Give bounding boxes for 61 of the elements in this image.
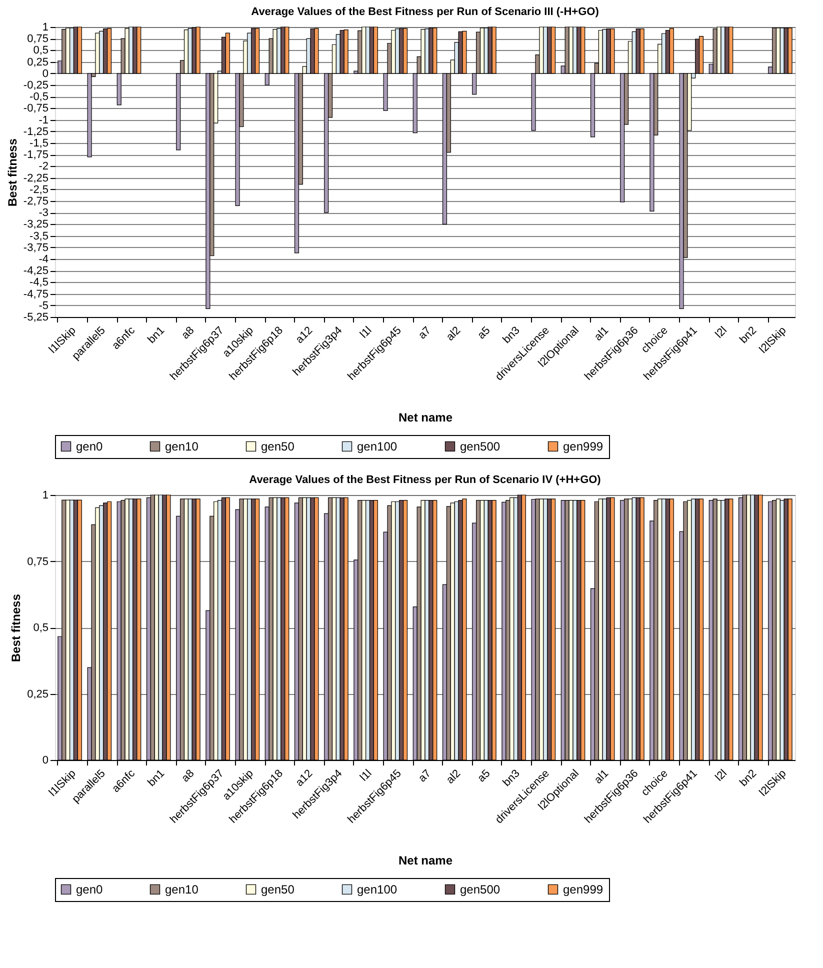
x-tick-label: al2 [444, 768, 464, 786]
x-tick-label: a5 [476, 768, 493, 785]
y-tick-label: -4,25 [23, 265, 48, 278]
x-axis-title: Net name [398, 410, 453, 424]
legend-label: gen0 [76, 439, 104, 454]
legend-label: gen100 [357, 439, 398, 454]
y-tick-label: 0,5 [33, 44, 48, 57]
legend-label: gen999 [563, 882, 604, 896]
legend-label: gen10 [165, 882, 199, 896]
legend-label: gen0 [76, 882, 104, 896]
y-tick-label: 0,75 [27, 556, 48, 568]
y-tick-label: -3 [38, 207, 48, 220]
legend-label: gen50 [261, 439, 295, 454]
x-tick-label: a7 [416, 768, 434, 785]
y-tick-label: 0,25 [27, 56, 48, 68]
y-tick-label: -5,25 [23, 312, 48, 324]
y-tick-label: 1 [42, 22, 48, 34]
x-tick-label: l2l [713, 324, 730, 341]
y-tick-label: -4,75 [23, 288, 48, 300]
x-tick-label: l2l [713, 768, 730, 784]
y-tick-label: -0,25 [23, 80, 48, 92]
y-tick-label: -0,5 [30, 91, 48, 104]
legend-label: gen10 [165, 439, 199, 454]
y-tick-label: -3,5 [30, 230, 48, 242]
y-tick-label: -2,25 [23, 172, 48, 184]
chart-title: Average Values of the Best Fitness per Run of Scenario III (-H+GO) [251, 6, 600, 18]
y-tick-label: -5 [38, 300, 48, 312]
y-tick-label: -1,5 [30, 138, 48, 150]
x-axis-title: Net name [398, 854, 453, 868]
x-tick-label: a5 [476, 324, 493, 342]
x-tick-label: al2 [444, 324, 464, 344]
x-tick-label: bn1 [146, 768, 168, 789]
y-axis-title: Best fitness [9, 594, 24, 662]
y-tick-label: -0,75 [23, 102, 48, 115]
legend-label: gen50 [261, 882, 295, 896]
y-tick-label: 0 [42, 68, 48, 80]
x-tick-label: bn2 [738, 768, 760, 789]
y-tick-label: -2 [38, 160, 48, 173]
y-tick-label: -1 [38, 114, 48, 126]
y-tick-label: -2,5 [30, 184, 48, 196]
chart-title: Average Values of the Best Fitness per Run of Scenario IV (+H+GO) [249, 474, 602, 486]
x-tick-label: a7 [416, 324, 434, 342]
y-tick-label: -1,75 [23, 149, 48, 162]
x-tick-label: bn2 [738, 324, 760, 346]
y-tick-label: -4 [38, 254, 48, 266]
y-tick-label: -4,5 [30, 276, 48, 289]
y-tick-label: 0,5 [33, 622, 48, 634]
x-tick-label: bn1 [146, 324, 168, 346]
legend-label: gen999 [563, 439, 604, 454]
y-tick-label: 0,75 [27, 33, 48, 46]
legend-label: gen500 [460, 882, 500, 896]
y-tick-label: -1,25 [23, 126, 48, 138]
y-tick-label: -3,25 [23, 218, 48, 231]
legend-label: gen100 [357, 882, 398, 896]
y-tick-label: 0,25 [27, 688, 48, 700]
y-axis-title: Best fitness [5, 138, 20, 207]
y-tick-label: -3,75 [23, 242, 48, 254]
y-tick-label: 0 [42, 754, 48, 766]
y-tick-label: -2,75 [23, 196, 48, 208]
legend-label: gen500 [460, 439, 500, 454]
y-tick-label: 1 [42, 490, 48, 502]
